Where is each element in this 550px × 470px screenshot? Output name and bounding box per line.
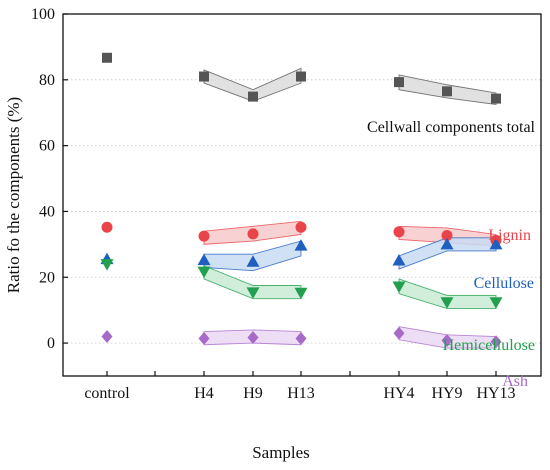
ash-point xyxy=(247,330,259,344)
hemicellulose-point xyxy=(100,259,114,271)
lignin-point xyxy=(101,221,113,233)
x-tick-label: control xyxy=(84,385,130,402)
lignin-point xyxy=(247,228,259,240)
cellulose-point xyxy=(489,237,503,250)
annotation-cellwall-components-total: Cellwall components total xyxy=(367,119,536,136)
x-tick-label: H13 xyxy=(287,385,315,402)
ash-point xyxy=(295,331,307,345)
cellulose-point xyxy=(392,253,406,266)
trend-bands xyxy=(203,67,497,349)
y-tick-label: 60 xyxy=(39,138,55,155)
lignin-point xyxy=(393,226,405,238)
y-tick-label: 0 xyxy=(47,335,55,352)
y-tick-label: 100 xyxy=(31,6,55,23)
ash-point xyxy=(490,335,502,349)
x-axis-title: Samples xyxy=(252,443,310,462)
annotation-ash: Ash xyxy=(502,373,528,390)
cellulose-point xyxy=(294,239,308,251)
cellwall-components-total-point xyxy=(199,71,209,82)
ash-point xyxy=(101,330,113,344)
x-tick-label: H4 xyxy=(194,385,214,402)
cellwall-components-total-point xyxy=(102,52,112,63)
ash-point xyxy=(441,333,453,347)
cellwall-components-total-point xyxy=(491,93,501,104)
annotation-lignin: Lignin xyxy=(488,227,531,244)
annotation-hemicellulose: Hemicellulose xyxy=(443,337,535,354)
lignin-point xyxy=(198,230,210,242)
series-annotations: Cellwall components total Lignin Cellulose… xyxy=(367,119,536,390)
axis-ticks: 0 20 40 60 80 100 control H4 H9 H13 HY4 HY9 HY13 xyxy=(31,6,516,402)
y-tick-label: 40 xyxy=(39,203,55,220)
cellwall-components-total-point xyxy=(394,77,404,88)
ash-point xyxy=(198,331,210,345)
data-markers xyxy=(100,52,503,349)
y-axis-title: Ratio fo the components (%) xyxy=(4,97,23,293)
cellwall-components-total-point xyxy=(296,71,306,82)
y-tick-label: 20 xyxy=(39,269,55,286)
hemicellulose-point xyxy=(294,287,308,300)
cellulose-point xyxy=(246,255,260,267)
x-tick-label: HY4 xyxy=(383,385,414,402)
hemicellulose-point xyxy=(489,297,503,309)
hemicellulose-point xyxy=(246,287,260,299)
lignin-point xyxy=(441,229,453,241)
lignin-point xyxy=(295,221,307,233)
x-tick-label: H9 xyxy=(243,385,263,402)
x-tick-label: HY9 xyxy=(431,385,462,402)
plot-frame xyxy=(62,13,542,377)
cellulose-point xyxy=(440,237,454,250)
x-tick-label: HY13 xyxy=(476,385,515,402)
hemicellulose-point xyxy=(440,297,454,309)
annotation-cellulose: Cellulose xyxy=(474,275,534,292)
cellwall-components-total-point xyxy=(442,86,452,97)
cellulose-point xyxy=(197,253,211,266)
ash-point xyxy=(393,326,405,340)
cellwall-components-total-point xyxy=(248,91,258,102)
hemicellulose-point xyxy=(197,266,211,279)
y-tick-label: 80 xyxy=(39,72,55,89)
hemicellulose-point xyxy=(392,281,406,293)
